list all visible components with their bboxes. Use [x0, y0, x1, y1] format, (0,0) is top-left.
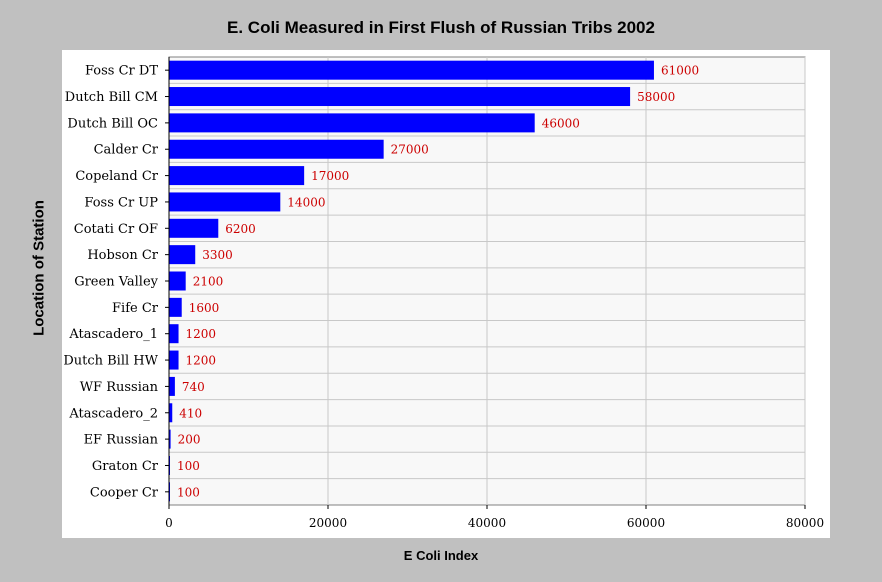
data-label: 14000	[287, 195, 325, 209]
data-label: 1200	[186, 327, 217, 341]
x-tick-label: 80000	[786, 516, 824, 530]
bar	[169, 166, 305, 186]
data-label: 6200	[225, 222, 256, 236]
x-tick-label: 40000	[468, 516, 506, 530]
category-label: Atascadero_2	[68, 406, 158, 421]
bar	[169, 271, 186, 291]
data-label: 200	[178, 433, 201, 447]
bar	[169, 297, 182, 317]
category-label: Dutch Bill CM	[65, 90, 158, 105]
category-label: Fife Cr	[112, 301, 159, 316]
data-label: 58000	[637, 90, 675, 104]
x-tick-label: 0	[165, 516, 173, 530]
category-label: Atascadero_1	[68, 327, 158, 342]
data-label: 1600	[189, 301, 220, 315]
bar	[169, 139, 384, 159]
bar	[169, 113, 535, 133]
category-label: Graton Cr	[92, 459, 159, 474]
category-label: Copeland Cr	[75, 169, 158, 184]
chart-title: E. Coli Measured in First Flush of Russi…	[227, 18, 655, 37]
x-tick-label: 20000	[309, 516, 347, 530]
x-axis-label: E Coli Index	[403, 548, 479, 563]
category-label: Calder Cr	[94, 143, 159, 158]
category-label: Cotati Cr OF	[74, 222, 158, 237]
bar	[169, 218, 219, 238]
data-label: 410	[179, 406, 202, 420]
data-label: 100	[177, 485, 200, 499]
bar	[169, 403, 173, 423]
category-label: Dutch Bill OC	[67, 116, 158, 131]
bar	[169, 350, 179, 370]
bar	[169, 429, 171, 449]
x-tick-label: 60000	[627, 516, 665, 530]
category-label: Foss Cr UP	[84, 195, 158, 210]
data-label: 61000	[661, 64, 699, 78]
bar	[169, 324, 179, 344]
category-label: Cooper Cr	[90, 485, 159, 500]
data-label: 100	[177, 459, 200, 473]
data-label: 3300	[202, 248, 233, 262]
y-axis-label: Location of Station	[30, 200, 48, 336]
category-label: Hobson Cr	[87, 248, 158, 263]
bar	[169, 87, 631, 107]
data-label: 46000	[542, 116, 580, 130]
bar	[169, 376, 175, 396]
data-label: 2100	[193, 275, 224, 289]
category-label: Dutch Bill HW	[63, 354, 158, 369]
category-label: Foss Cr DT	[85, 64, 158, 79]
bar	[169, 245, 196, 265]
category-label: EF Russian	[84, 433, 159, 448]
bar	[169, 192, 281, 212]
data-label: 1200	[186, 354, 217, 368]
data-label: 17000	[311, 169, 349, 183]
data-label: 27000	[391, 143, 429, 157]
data-label: 740	[182, 380, 205, 394]
category-label: Green Valley	[74, 275, 158, 290]
category-label: WF Russian	[80, 380, 159, 395]
bar	[169, 60, 654, 80]
